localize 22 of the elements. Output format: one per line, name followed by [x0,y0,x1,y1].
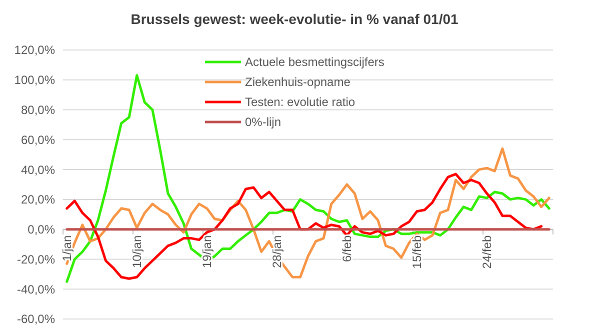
chart-title: Brussels gewest: week-evolutie- in % vanaf 01/01 [130,11,459,27]
y-tick-label: 60,0% [20,132,56,147]
x-tick-label: 10/jan [130,235,144,268]
y-tick-label: 120,0% [14,43,56,58]
x-tick-label: 19/jan [200,235,214,268]
y-tick-label: 20,0% [20,192,56,207]
x-tick-label: 6/feb [340,235,354,262]
x-tick-label: 24/feb [480,235,494,269]
legend-label: 0%-lijn [245,115,282,130]
legend-label: Actuele besmettingscijfers [245,55,384,70]
legend-label: Ziekenhuis-opname [245,75,351,90]
y-tick-label: 0,0% [28,222,56,237]
y-tick-label: 80,0% [20,102,56,117]
x-tick-label: 1/jan [60,235,74,262]
y-tick-label: -20,0% [16,252,56,266]
x-tick-label: 15/feb [410,235,424,269]
legend-label: Testen: evolutie ratio [245,95,356,110]
y-tick-label: -40,0% [16,282,56,296]
y-tick-label: -60,0% [16,312,56,326]
y-tick-label: 40,0% [20,162,56,177]
x-tick-label: 28/jan [270,235,284,268]
y-tick-label: 100,0% [14,73,56,88]
